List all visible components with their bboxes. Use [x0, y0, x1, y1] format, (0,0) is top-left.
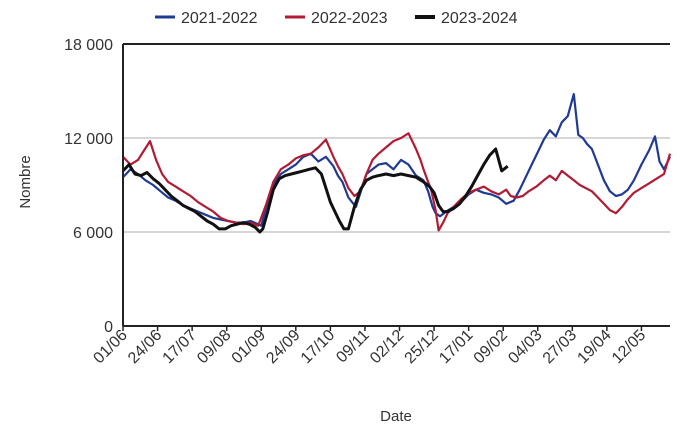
x-tick-label: 09/08 — [194, 327, 234, 367]
x-tick-label: 27/03 — [540, 327, 580, 367]
legend: 2021-2022 2022-2023 2023-2024 — [155, 10, 518, 27]
x-axis-ticks: 01/0624/0617/0709/0801/0924/0917/1009/11… — [90, 326, 649, 367]
x-tick-label: 01/09 — [229, 327, 269, 367]
legend-label: 2021-2022 — [181, 10, 258, 27]
x-tick-label: 17/01 — [436, 327, 476, 367]
x-tick-label: 09/02 — [471, 327, 511, 367]
x-tick-label: 12/05 — [609, 327, 649, 367]
axes — [122, 43, 670, 327]
series-line-2022-2023 — [122, 132, 672, 232]
y-axis-title: Nombre — [17, 155, 34, 208]
x-tick-label: 17/10 — [298, 327, 338, 367]
x-tick-label: 17/07 — [160, 327, 200, 367]
y-axis-ticks: 0 6 000 12 000 18 000 — [64, 37, 113, 336]
legend-label: 2022-2023 — [311, 10, 388, 27]
y-tick-label: 12 000 — [64, 131, 113, 148]
x-tick-label: 02/12 — [367, 327, 407, 367]
y-tick-label: 6 000 — [73, 225, 113, 242]
x-tick-label: 24/06 — [125, 327, 165, 367]
legend-label: 2023-2024 — [441, 10, 518, 27]
x-tick-label: 25/12 — [402, 327, 442, 367]
x-tick-label: 04/03 — [505, 327, 545, 367]
x-tick-label: 09/11 — [333, 327, 373, 367]
y-tick-label: 18 000 — [64, 37, 113, 54]
gridlines — [123, 137, 670, 233]
x-tick-label: 19/04 — [574, 327, 614, 367]
series-layer — [121, 93, 672, 234]
x-axis-title: Date — [380, 408, 412, 425]
x-tick-label: 24/09 — [263, 327, 303, 367]
series-line-2023-2024 — [121, 147, 509, 234]
y-tick-label: 0 — [104, 319, 113, 336]
